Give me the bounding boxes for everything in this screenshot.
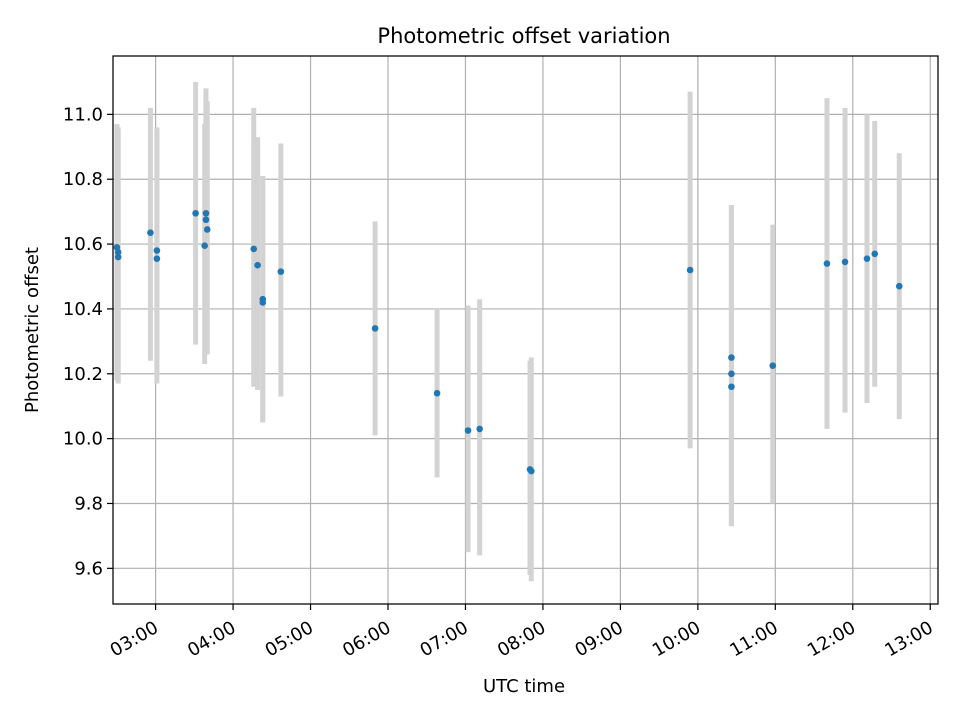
x-tick-label: 07:00 xyxy=(417,617,472,661)
data-point xyxy=(728,370,735,378)
y-tick-label: 10.6 xyxy=(63,234,103,255)
plot-frame xyxy=(112,55,939,605)
data-point xyxy=(769,362,777,369)
errorbar-layer xyxy=(114,81,902,582)
data-point xyxy=(823,260,831,267)
data-point xyxy=(259,299,267,306)
x-axis-label: UTC time xyxy=(483,676,565,697)
x-tick-label: 10:00 xyxy=(649,617,704,661)
y-tick-label: 9.6 xyxy=(74,558,103,579)
data-point xyxy=(203,226,211,233)
x-tick-label: 06:00 xyxy=(339,617,394,661)
data-point xyxy=(114,248,122,256)
data-point xyxy=(202,216,210,224)
grid-layer xyxy=(113,56,938,604)
x-tick-label: 04:00 xyxy=(184,617,239,661)
y-axis-label: Photometric offset xyxy=(22,247,43,413)
data-point xyxy=(153,247,161,254)
y-tick-label: 11.0 xyxy=(63,104,103,125)
x-tick-label: 11:00 xyxy=(726,617,781,661)
data-point xyxy=(192,209,199,217)
y-tick-label: 10.2 xyxy=(63,364,103,385)
x-tick-label: 03:00 xyxy=(107,617,162,661)
point-layer xyxy=(113,209,903,475)
data-point xyxy=(254,261,261,269)
data-point xyxy=(202,209,210,217)
data-point xyxy=(114,253,122,261)
data-point xyxy=(895,282,903,290)
x-tick-label: 12:00 xyxy=(804,617,859,661)
y-tick-label: 10.8 xyxy=(63,169,103,190)
x-tick-label: 09:00 xyxy=(571,617,626,661)
chart-title: Photometric offset variation xyxy=(377,24,670,48)
data-point xyxy=(871,250,879,258)
x-tick-label: 13:00 xyxy=(881,617,936,661)
data-point xyxy=(841,258,849,266)
data-point xyxy=(528,467,535,475)
data-point xyxy=(686,266,694,274)
data-point xyxy=(153,255,161,262)
data-point xyxy=(464,427,472,434)
x-tick-label: 05:00 xyxy=(262,617,317,661)
data-point xyxy=(147,229,154,237)
data-point xyxy=(863,255,871,262)
y-tick-label: 10.0 xyxy=(63,429,103,450)
data-point xyxy=(250,245,258,253)
y-tick-label: 9.8 xyxy=(74,493,103,514)
data-point xyxy=(201,242,208,249)
data-point xyxy=(433,389,441,397)
x-tick-label: 08:00 xyxy=(494,617,549,661)
data-point xyxy=(728,383,735,391)
data-point xyxy=(277,268,285,275)
data-point xyxy=(371,325,379,332)
data-point xyxy=(476,425,483,433)
y-tick-label: 10.4 xyxy=(63,299,103,320)
data-point xyxy=(728,354,735,361)
